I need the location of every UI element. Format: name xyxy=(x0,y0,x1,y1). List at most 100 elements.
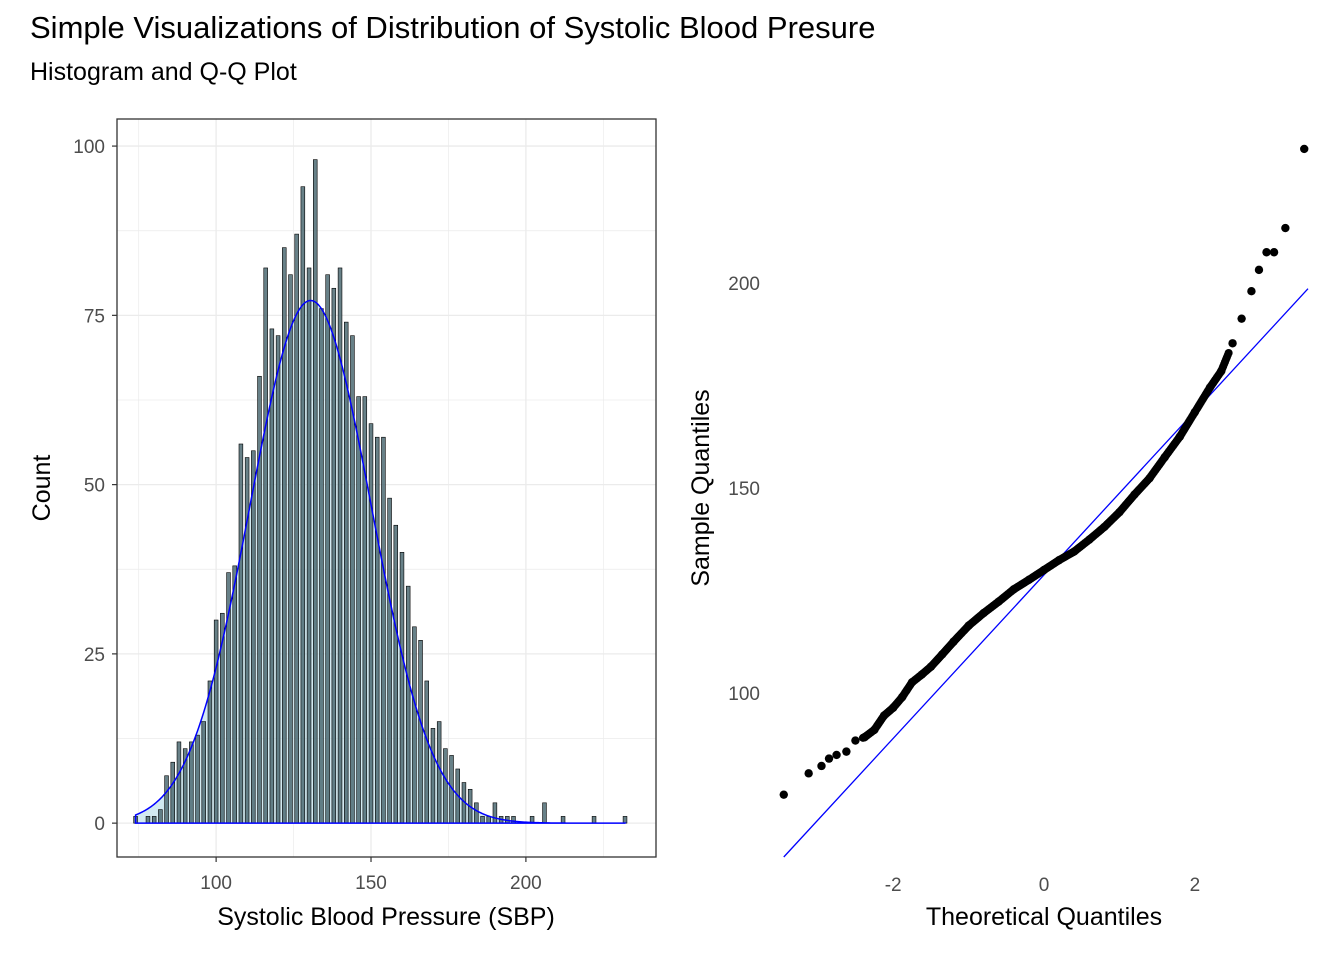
histogram-bar xyxy=(368,423,374,824)
qq-point xyxy=(1054,555,1064,565)
qq-y-axis-title: Sample Quantiles xyxy=(687,389,715,586)
qq-point xyxy=(804,769,813,778)
y-tick-label: 75 xyxy=(84,306,105,327)
qq-point xyxy=(1217,366,1226,376)
histogram-bar xyxy=(288,274,293,824)
qq-point xyxy=(1300,144,1309,154)
histogram-bars xyxy=(133,159,628,824)
histogram-bar xyxy=(213,619,219,824)
histogram-bar xyxy=(189,741,194,824)
qq-y-tick-label: 150 xyxy=(728,479,760,500)
histogram-x-ticks: 100 150 200 xyxy=(200,857,542,894)
histogram-bar xyxy=(381,436,386,824)
chart-title: Simple Visualizations of Distribution of… xyxy=(30,10,876,45)
histogram-bar xyxy=(176,741,182,824)
histogram-bar xyxy=(622,816,628,824)
histogram-bar xyxy=(387,497,392,824)
density-curve xyxy=(134,299,627,824)
qq-point xyxy=(1085,535,1094,544)
qq-y-tick-label: 200 xyxy=(728,274,760,295)
qq-point xyxy=(1024,575,1034,585)
histogram-bar xyxy=(158,809,163,824)
qq-point xyxy=(824,754,834,763)
histogram-bar xyxy=(542,802,547,824)
qq-point xyxy=(779,790,788,799)
qq-plot-panel: -2 0 2 100 150 200 Theoretical Quantiles Sam… xyxy=(687,144,1309,931)
histogram-bar xyxy=(282,247,287,824)
qq-point xyxy=(1224,348,1233,357)
histogram-bar xyxy=(399,552,405,824)
qq-x-axis-title: Theoretical Quantiles xyxy=(926,903,1162,931)
histogram-bar xyxy=(170,761,175,824)
qq-point xyxy=(1205,383,1215,392)
histogram-bar xyxy=(319,308,324,824)
qq-point xyxy=(1069,547,1079,556)
histogram-bar xyxy=(201,721,206,824)
y-tick-label: 0 xyxy=(94,814,105,835)
histogram-bar xyxy=(418,640,423,824)
histogram-bar xyxy=(325,274,330,824)
histogram-x-axis-title: Systolic Blood Pressure (SBP) xyxy=(217,903,555,931)
histogram-bar xyxy=(412,626,417,824)
qq-x-tick-label: -2 xyxy=(885,875,902,896)
histogram-bar xyxy=(238,443,244,824)
qq-point xyxy=(949,637,958,646)
histogram-bar xyxy=(306,267,312,824)
qq-point xyxy=(907,678,917,687)
histogram-bar xyxy=(560,816,566,824)
qq-point xyxy=(1009,585,1019,594)
qq-point xyxy=(879,711,889,720)
qq-point xyxy=(842,747,851,756)
qq-point xyxy=(926,662,936,671)
qq-point xyxy=(870,725,879,735)
qq-point xyxy=(1262,248,1271,257)
qq-point xyxy=(1269,248,1279,257)
y-tick-label: 25 xyxy=(84,645,105,666)
histogram-bar xyxy=(275,335,281,824)
histogram-bar xyxy=(405,585,411,824)
qq-point xyxy=(851,736,860,745)
histogram-bar xyxy=(145,816,151,824)
qq-point xyxy=(897,692,907,702)
histogram-bar xyxy=(486,816,491,824)
histogram-bar xyxy=(374,436,380,824)
histogram-bar xyxy=(294,233,299,824)
y-tick-label: 100 xyxy=(73,137,105,158)
histogram-bar xyxy=(313,159,318,824)
qq-point xyxy=(937,650,947,659)
histogram-bar xyxy=(424,680,429,824)
histogram-bar xyxy=(207,680,213,824)
qq-point xyxy=(1175,432,1184,441)
histogram-bar xyxy=(257,375,262,824)
qq-point xyxy=(1100,522,1109,532)
histogram-panel-border xyxy=(116,118,657,858)
qq-point xyxy=(1039,565,1049,575)
histogram-bar xyxy=(362,396,368,824)
qq-y-ticks: 100 150 200 xyxy=(728,274,760,705)
qq-x-tick-label: 0 xyxy=(1039,875,1050,896)
qq-point xyxy=(1254,265,1264,275)
histogram-bar xyxy=(164,775,169,824)
qq-point xyxy=(1160,453,1169,462)
histogram-bar xyxy=(480,816,485,824)
histogram-bar xyxy=(300,186,306,824)
qq-point xyxy=(832,750,841,760)
qq-point xyxy=(888,703,898,712)
histogram-bar xyxy=(492,802,498,824)
qq-point xyxy=(1228,339,1237,348)
qq-y-tick-label: 100 xyxy=(728,684,760,705)
qq-x-tick-label: 2 xyxy=(1190,875,1201,896)
histogram-bar xyxy=(436,721,442,824)
histogram-bar xyxy=(356,396,361,824)
x-tick-label: 200 xyxy=(510,873,542,894)
x-tick-label: 100 xyxy=(200,873,232,894)
qq-point xyxy=(1190,407,1200,417)
chart-subtitle: Histogram and Q-Q Plot xyxy=(30,58,297,86)
qq-point xyxy=(1237,314,1246,323)
qq-point xyxy=(1145,473,1154,483)
histogram-y-ticks: 0 25 50 75 100 xyxy=(73,137,117,835)
histogram-bar xyxy=(430,728,436,824)
histogram-bar xyxy=(331,287,337,824)
y-tick-label: 50 xyxy=(84,476,105,497)
